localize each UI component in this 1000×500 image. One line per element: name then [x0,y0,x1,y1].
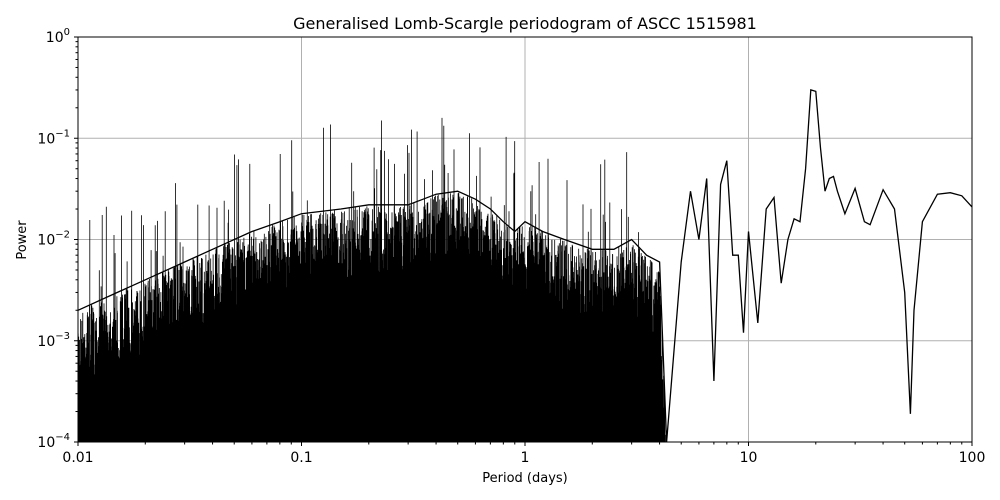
noise-layer [78,117,667,442]
x-axis-label: Period (days) [482,471,568,486]
y-tick-label: 10−2 [37,230,70,249]
chart-title: Generalised Lomb-Scargle periodogram of … [293,14,757,33]
y-tick-label: 10−4 [37,432,70,451]
y-axis: 10−4 10−3 10−2 10−1 100 [37,27,78,451]
x-tick-label: 0.01 [62,450,93,466]
x-tick-label: 0.1 [290,450,312,466]
x-tick-label: 100 [959,450,986,466]
y-tick-label: 100 [46,27,70,46]
x-tick-label: 10 [740,450,758,466]
noise-bands [78,117,667,442]
y-axis-label: Power [15,220,30,260]
y-tick-label: 10−3 [37,331,70,350]
y-tick-label: 10−1 [37,128,70,147]
plot-area [78,89,972,442]
x-axis: 0.01 0.1 1 10 100 [62,442,985,466]
series-line [78,89,972,442]
x-tick-label: 1 [521,450,530,466]
